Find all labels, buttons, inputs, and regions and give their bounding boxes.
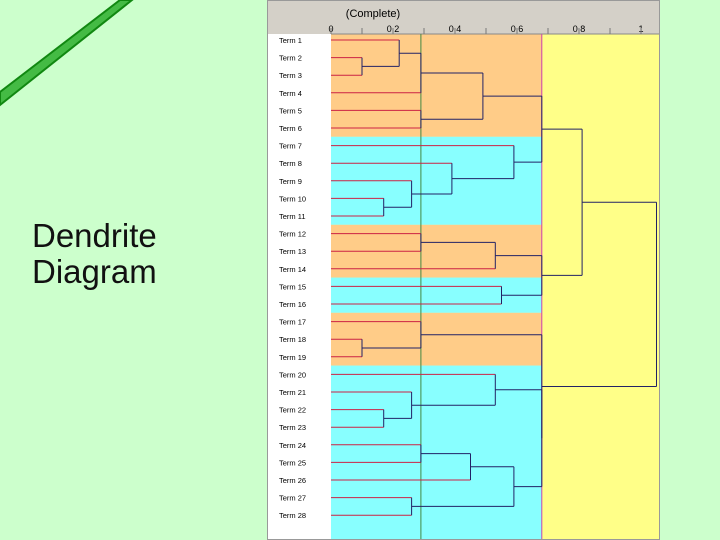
cluster-band-5 — [331, 312, 542, 366]
term-label: Term 26 — [279, 476, 306, 485]
term-label: Term 27 — [279, 494, 306, 503]
term-label: Term 10 — [279, 194, 306, 203]
term-label: Term 11 — [279, 212, 306, 221]
term-label: Term 4 — [279, 89, 302, 98]
cluster-band-1 — [331, 34, 542, 137]
term-label: Term 6 — [279, 124, 302, 133]
term-label: Term 1 — [279, 36, 302, 45]
page-title: Dendrite Diagram — [32, 217, 157, 290]
term-label: Term 21 — [279, 388, 306, 397]
term-label: Term 14 — [279, 265, 306, 274]
term-label: Term 3 — [279, 71, 302, 80]
method-label: (Complete) — [346, 8, 400, 20]
label-column — [267, 34, 331, 540]
diagram-header — [267, 0, 660, 34]
term-label: Term 8 — [279, 159, 302, 168]
term-label: Term 22 — [279, 406, 306, 415]
outer-cluster-band — [541, 34, 660, 540]
term-label: Term 7 — [279, 142, 302, 151]
term-label: Term 19 — [279, 353, 306, 362]
term-label: Term 24 — [279, 441, 306, 450]
term-label: Term 12 — [279, 230, 306, 239]
term-label: Term 13 — [279, 247, 306, 256]
term-label: Term 28 — [279, 511, 306, 520]
term-label: Term 25 — [279, 458, 306, 467]
term-label: Term 20 — [279, 370, 306, 379]
term-label: Term 15 — [279, 282, 306, 291]
term-label: Term 16 — [279, 300, 306, 309]
term-label: Term 9 — [279, 177, 302, 186]
term-label: Term 5 — [279, 106, 302, 115]
cluster-band-6 — [331, 365, 542, 540]
term-label: Term 18 — [279, 335, 306, 344]
decorative-diagonal-stripe — [0, 0, 134, 107]
term-label: Term 17 — [279, 318, 306, 327]
term-label: Term 23 — [279, 423, 306, 432]
term-label: Term 2 — [279, 54, 302, 63]
